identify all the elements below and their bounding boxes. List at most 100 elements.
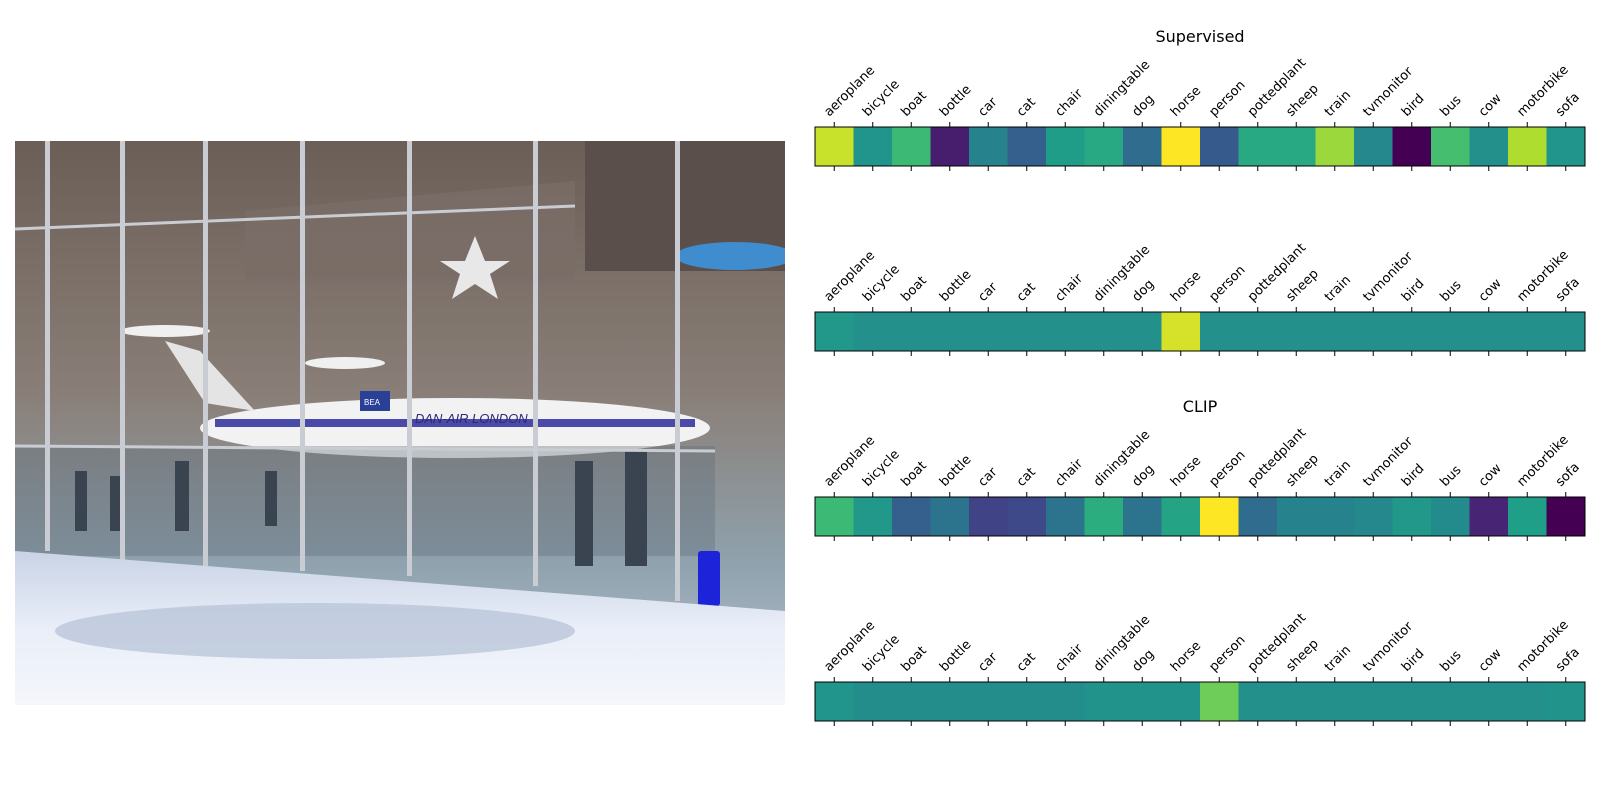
heatmap-cell	[1546, 682, 1586, 721]
tick-label-sheep: sheep	[1283, 636, 1321, 674]
visitors	[75, 451, 647, 566]
heatmap-cell	[1200, 127, 1239, 166]
tick-label-bird: bird	[1399, 276, 1427, 304]
heatmap-cell	[1392, 682, 1432, 721]
heatmap-cell	[1277, 312, 1316, 351]
tick-label-car: car	[975, 649, 1001, 675]
heatmap-cell	[1546, 127, 1586, 166]
tick-label-cow: cow	[1476, 276, 1505, 305]
heatmap-cell	[815, 312, 854, 351]
heatmap-cell	[1315, 312, 1355, 351]
tick-label-person: person	[1206, 633, 1248, 675]
tick-label-bird: bird	[1399, 91, 1427, 119]
heatmap-cell	[1084, 312, 1124, 351]
heatmap-cell	[930, 682, 970, 721]
tick-label-person: person	[1206, 78, 1248, 120]
heatmap-cell	[1238, 127, 1278, 166]
tick-label-cat: cat	[1014, 465, 1039, 490]
heatmap-cell	[1046, 682, 1085, 721]
heatmap-cell	[853, 497, 893, 536]
heatmap-cell	[1508, 497, 1547, 536]
heatmap-cell	[1392, 497, 1432, 536]
heatmap-cell	[1546, 312, 1586, 351]
heatmap-cell	[892, 682, 931, 721]
heatmap-cell	[1123, 497, 1162, 536]
heatmap-cell	[1469, 312, 1509, 351]
tick-label-chair: chair	[1052, 86, 1086, 120]
tick-label-bird: bird	[1399, 646, 1427, 674]
tick-label-car: car	[975, 464, 1001, 490]
tick-label-cat: cat	[1014, 280, 1039, 305]
heatmap-cell	[1238, 682, 1278, 721]
scene-photo: DAN-AIR LONDON BEA	[15, 141, 785, 705]
heatmap-cell	[1508, 127, 1547, 166]
heatmap-frame	[814, 126, 1586, 167]
tick-label-bird: bird	[1399, 461, 1427, 489]
tick-label-dog: dog	[1129, 647, 1157, 675]
heatmap-cell	[1469, 497, 1509, 536]
heatmap-cell	[1354, 682, 1393, 721]
tick-label-train: train	[1322, 458, 1354, 490]
heatmap-cell	[1469, 682, 1509, 721]
tick-label-horse: horse	[1168, 639, 1204, 675]
heatmap-cell	[969, 312, 1008, 351]
heatmap-cell	[930, 127, 970, 166]
heatmap-cell	[1200, 497, 1239, 536]
heatmap-cell	[853, 682, 893, 721]
heatmap-cell	[1123, 312, 1162, 351]
heatmap-cell	[1007, 312, 1047, 351]
heatmap-cell	[1161, 682, 1201, 721]
heatmap-cell	[892, 312, 931, 351]
tick-label-boat: boat	[898, 459, 929, 490]
heatmap-cell	[1315, 127, 1355, 166]
tick-label-bottle: bottle	[937, 267, 974, 304]
heatmap-cell	[1431, 497, 1470, 536]
heatmap-cell	[815, 497, 854, 536]
tick-label-car: car	[975, 94, 1001, 120]
tick-label-horse: horse	[1168, 454, 1204, 490]
heatmap-cell	[815, 127, 854, 166]
heatmap-cell	[1238, 312, 1278, 351]
logo-text: BEA	[364, 398, 381, 407]
star-insignia	[440, 236, 510, 299]
heatmap-cell	[1508, 312, 1547, 351]
heatmap-cell	[815, 682, 854, 721]
tick-label-sofa: sofa	[1553, 90, 1583, 120]
tick-label-cat: cat	[1014, 95, 1039, 120]
tick-label-horse: horse	[1168, 84, 1204, 120]
heatmap-cell	[853, 127, 893, 166]
heatmap-cell	[969, 497, 1008, 536]
blue-wing-reflection	[675, 242, 785, 270]
heatmap-cell	[1200, 312, 1239, 351]
heatmap-cell	[969, 127, 1008, 166]
tick-label-horse: horse	[1168, 269, 1204, 305]
heatmap-cell	[1469, 127, 1509, 166]
heatmap-cell	[1161, 497, 1201, 536]
heatmap-cell	[1431, 127, 1470, 166]
heatmap-cell	[1508, 682, 1547, 721]
heatmap-cell	[1277, 127, 1316, 166]
heatmap-frame	[814, 311, 1586, 352]
tick-label-dog: dog	[1129, 92, 1157, 120]
heatmap-cell	[1007, 127, 1047, 166]
heatmap-cell	[1315, 497, 1355, 536]
tick-label-boat: boat	[898, 274, 929, 305]
heatmap-cell	[853, 312, 893, 351]
tick-label-bottle: bottle	[937, 637, 974, 674]
heatmap-cell	[1277, 497, 1316, 536]
tick-label-chair: chair	[1052, 641, 1086, 675]
tick-label-chair: chair	[1052, 456, 1086, 490]
tick-label-cow: cow	[1476, 646, 1505, 675]
heatmap-cell	[1007, 682, 1047, 721]
tick-label-train: train	[1322, 273, 1354, 305]
heatmap-frame	[814, 496, 1586, 537]
heatmap-cell	[1084, 497, 1124, 536]
heatmap-cell	[1354, 497, 1393, 536]
puddle-reflection	[55, 603, 575, 659]
airliner: DAN-AIR LONDON BEA	[165, 341, 710, 458]
heatmap-cell	[1200, 682, 1239, 721]
heatmap-frame	[814, 681, 1586, 722]
heatmap-cell	[1431, 682, 1470, 721]
